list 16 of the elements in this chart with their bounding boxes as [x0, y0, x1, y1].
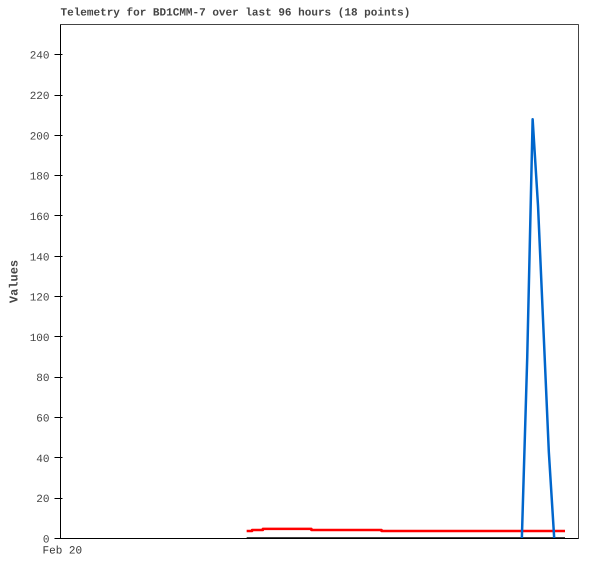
y-tick-label: 0 [42, 534, 50, 546]
y-axis-title: Values [8, 260, 22, 304]
chart-title: Telemetry for BD1CMM-7 over last 96 hours (18 points) [60, 6, 410, 20]
y-tick-label: 220 [30, 91, 50, 104]
y-tick-label: 60 [36, 414, 50, 426]
y-tick-label: 80 [36, 373, 50, 386]
y-tick-label: 200 [30, 131, 50, 144]
y-tick-label: 240 [30, 50, 50, 63]
y-tick-label: 40 [36, 454, 50, 466]
y-tick-label: 180 [30, 172, 50, 184]
y-tick-label: 140 [30, 252, 50, 264]
y-tick-label: 100 [30, 332, 50, 345]
text: Feb 20 [42, 546, 82, 558]
y-tick-label: 120 [30, 292, 50, 305]
y-tick-label: 20 [36, 494, 50, 506]
y-tick-label: 160 [30, 212, 50, 224]
